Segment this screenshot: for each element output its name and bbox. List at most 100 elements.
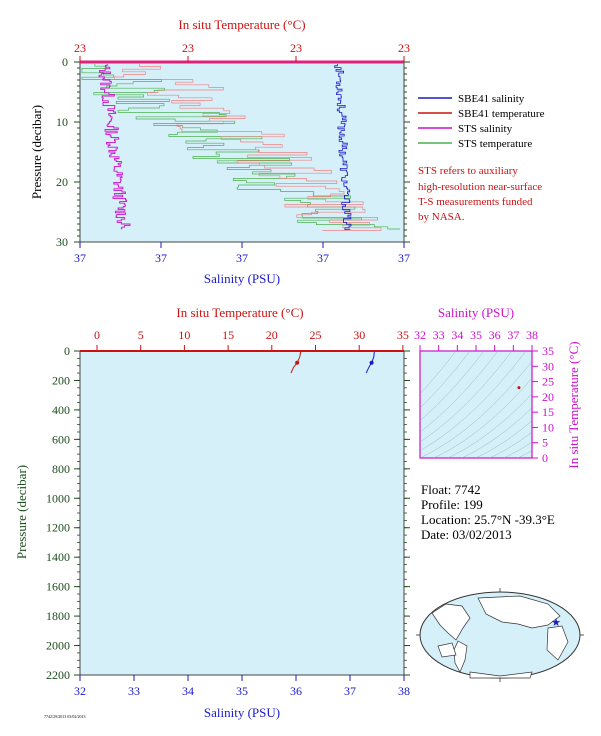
ts-density-contour <box>475 420 532 458</box>
legend-label: SBE41 salinity <box>458 93 525 105</box>
top-temp-tick: 23 <box>398 41 410 55</box>
ts-y-tick: 30 <box>542 359 554 373</box>
top-data-layer <box>81 64 400 231</box>
map-ticks <box>416 588 584 682</box>
ts-density-contours <box>420 351 532 458</box>
top-sal-tick: 37 <box>398 251 410 265</box>
bottom-temp-tick: 5 <box>138 328 144 342</box>
legend-label: SBE41 temperature <box>458 108 545 120</box>
africa-shape <box>546 625 569 661</box>
bottom-temp-tick: 20 <box>266 328 278 342</box>
ts-density-contour <box>420 351 527 451</box>
ts-density-contour <box>420 351 485 422</box>
ts-density-contour <box>489 431 532 458</box>
float-id: Float: 7742 <box>421 482 481 497</box>
ts-density-contour <box>420 351 471 409</box>
top-panel: In situ Temperature (°C) 23 23 23 23 37 … <box>29 17 410 286</box>
ts-y-tick: 5 <box>542 436 548 450</box>
legend-note-line: T-S measurements funded <box>418 196 533 208</box>
bottom-sal-tick: 36 <box>290 684 302 698</box>
ts-x-tick: 34 <box>451 328 463 342</box>
ts-y-label: In situ Temperature (°C) <box>566 341 581 468</box>
bottom-pressure-tick: 1800 <box>46 609 70 623</box>
top-temp-tick: 23 <box>182 41 194 55</box>
top-pressure-tick: 30 <box>56 235 68 249</box>
north-america-shape <box>431 603 471 641</box>
top-axes <box>74 56 410 248</box>
ts-x-tick: 38 <box>526 328 538 342</box>
bottom-axes <box>74 345 410 681</box>
ts-plot-area <box>419 350 533 459</box>
bottom-sal-tick: 34 <box>182 684 194 698</box>
series-sts-salinity <box>98 64 131 230</box>
bottom-plot-area <box>79 350 405 676</box>
float-info: Float: 7742 Profile: 199 Location: 25.7°… <box>421 482 555 542</box>
top-sal-tick: 37 <box>317 251 329 265</box>
series-sbe41-temperature <box>114 64 382 231</box>
bottom-sal-ticks: 32 33 34 35 36 37 38 <box>74 684 410 698</box>
ts-y-tick: 0 <box>542 451 548 465</box>
bottom-sal-tick: 37 <box>344 684 356 698</box>
location: Location: 25.7°N -39.3°E <box>421 512 555 527</box>
bottom-pressure-tick: 1400 <box>46 550 70 564</box>
antarctica-shape <box>469 671 533 679</box>
ts-density-contour <box>433 377 532 458</box>
ts-y-tick: 10 <box>542 420 554 434</box>
legend-label: STS temperature <box>458 138 532 150</box>
map-continents <box>431 595 569 679</box>
series-sbe41-salinity <box>334 64 352 230</box>
top-temp-tick: 23 <box>290 41 302 55</box>
top-sal-tick: 37 <box>74 251 86 265</box>
ts-density-contour <box>447 393 532 458</box>
bottom-temp-tick: 0 <box>94 328 100 342</box>
bottom-x-bottom-label: Salinity (PSU) <box>204 705 280 720</box>
float-location-star-icon: ★ <box>551 617 561 629</box>
bottom-pressure-tick: 600 <box>52 432 70 446</box>
top-pressure-tick: 20 <box>56 175 68 189</box>
ts-x-tick: 32 <box>414 328 426 342</box>
bottom-pressure-tick: 1600 <box>46 580 70 594</box>
bottom-temp-tick: 30 <box>353 328 365 342</box>
australia-shape <box>437 642 457 658</box>
ts-y-tick: 25 <box>542 375 554 389</box>
bottom-pressure-tick: 200 <box>52 373 70 387</box>
ts-x-tick: 37 <box>507 328 519 342</box>
legend-note-line: high-resolution near-surface <box>418 181 542 193</box>
bottom-sal-tick: 32 <box>74 684 86 698</box>
ts-y-tick: 15 <box>542 405 554 419</box>
top-x-top-label: In situ Temperature (°C) <box>178 17 305 32</box>
top-pressure-tick: 0 <box>62 55 68 69</box>
ts-density-contour <box>517 450 532 458</box>
ts-density-contour <box>420 360 532 458</box>
footer-code: 7742/29/2013 03/02/2013 <box>44 714 85 719</box>
bottom-pressure-tick: 1000 <box>46 491 70 505</box>
bottom-sal-tick: 33 <box>128 684 140 698</box>
legend-note-line: STS refers to auxiliary <box>418 165 518 177</box>
bottom-panel: In situ Temperature (°C) 0 5 10 15 20 25 30 35 … <box>14 305 410 720</box>
bottom-temp-tick: 10 <box>178 328 190 342</box>
legend-label: STS salinity <box>458 123 513 135</box>
legend-note-line: by NASA. <box>418 211 465 223</box>
ts-density-contour <box>420 351 499 433</box>
series-sts-temperature <box>81 64 400 230</box>
salinity-marker <box>369 360 374 365</box>
top-y-label: Pressure (decibar) <box>29 105 44 199</box>
profile-number: Profile: 199 <box>421 497 483 512</box>
bottom-pressure-ticks: 0 200 400 600 800 1000 1200 1400 1600 1800 2000 220… <box>46 344 70 682</box>
ts-density-contour <box>420 351 513 443</box>
bottom-temp-tick: 35 <box>397 328 409 342</box>
top-sal-tick: 37 <box>236 251 248 265</box>
profile-date: Date: 03/02/2013 <box>421 527 512 542</box>
top-temp-tick: 23 <box>74 41 86 55</box>
bottom-temp-tick: 15 <box>222 328 234 342</box>
bottom-sal-tick: 38 <box>398 684 410 698</box>
eurasia-shape <box>477 595 561 629</box>
bottom-sal-tick: 35 <box>236 684 248 698</box>
ts-y-tick: 35 <box>542 344 554 358</box>
ts-density-contour <box>420 351 457 395</box>
ts-density-contour <box>503 441 532 458</box>
ts-x-tick: 36 <box>489 328 501 342</box>
